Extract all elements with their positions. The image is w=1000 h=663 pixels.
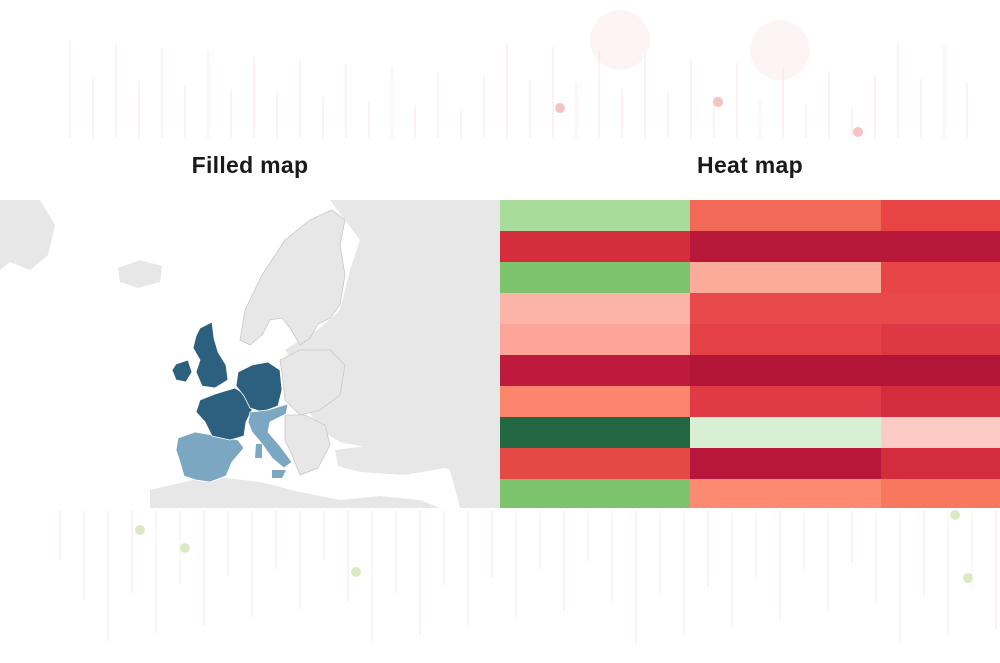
heat-map-cell	[690, 355, 881, 386]
heat-map-row	[500, 386, 1000, 417]
heat-map-cell	[500, 200, 690, 231]
heat-map-cell	[881, 479, 1000, 508]
land-turkey	[335, 442, 445, 475]
heat-map-cell	[500, 324, 690, 355]
decorative-dot	[950, 510, 960, 520]
decorative-dot	[555, 103, 565, 113]
heat-map-cell	[881, 200, 1000, 231]
heat-map-cell	[500, 231, 690, 262]
heat-map-cell	[881, 262, 1000, 293]
decorative-dot	[750, 20, 810, 80]
land-central-east	[279, 349, 346, 416]
country-france	[195, 387, 253, 441]
decorative-red-bubbles	[69, 10, 968, 138]
heat-map-cell	[690, 293, 881, 324]
land-scandinavia	[239, 209, 346, 346]
heat-map-row	[500, 262, 1000, 293]
heat-map-row	[500, 448, 1000, 479]
heat-map-cell	[881, 231, 1000, 262]
decorative-dot	[963, 573, 973, 583]
heat-map-cell	[881, 324, 1000, 355]
country-italy-alps	[247, 403, 293, 469]
heat-map-row	[500, 479, 1000, 508]
country-united-kingdom	[192, 321, 229, 389]
heat-map-row	[500, 293, 1000, 324]
heat-map-cell	[500, 386, 690, 417]
heat-map-cell	[500, 479, 690, 508]
land-balkans	[284, 414, 331, 476]
island-sicily	[272, 470, 286, 478]
heat-map-cell	[690, 200, 881, 231]
filled-map-panel	[0, 200, 500, 508]
heat-map-cell	[500, 448, 690, 479]
heat-map-cell	[690, 386, 881, 417]
heat-map-cell	[690, 262, 881, 293]
heat-map-cell	[881, 293, 1000, 324]
heat-map-cell	[500, 262, 690, 293]
heat-map-cell	[690, 231, 881, 262]
decorative-green-lines	[59, 510, 997, 645]
europe-map	[0, 200, 500, 508]
filled-map-title: Filled map	[191, 152, 309, 178]
heat-map-row	[500, 200, 1000, 231]
heat-map-row	[500, 417, 1000, 448]
heat-map-row	[500, 324, 1000, 355]
heat-map-title: Heat map	[697, 152, 803, 178]
land-north-africa	[150, 476, 440, 508]
heat-map-row	[500, 231, 1000, 262]
heat-map-cell	[690, 448, 881, 479]
heat-map-cell	[881, 448, 1000, 479]
heat-map-cell	[881, 417, 1000, 448]
decorative-dot	[853, 127, 863, 137]
decorative-dot	[590, 10, 650, 70]
decorative-dot	[351, 567, 361, 577]
heat-map-cell	[881, 386, 1000, 417]
decorative-dot	[180, 543, 190, 553]
decorative-dot	[713, 97, 723, 107]
country-ireland	[171, 359, 193, 383]
heat-map-cell	[690, 479, 881, 508]
heat-map-cell	[500, 417, 690, 448]
heat-map-cell	[690, 324, 881, 355]
heat-map-cell	[500, 293, 690, 324]
land-east	[285, 200, 500, 508]
heat-map-cell	[500, 355, 690, 386]
heat-map-panel	[500, 200, 1000, 508]
land-iceland	[118, 260, 162, 288]
decorative-dot	[135, 525, 145, 535]
country-germany	[235, 361, 283, 413]
island-sardinia	[255, 444, 262, 458]
heat-map-row	[500, 355, 1000, 386]
land-west	[0, 200, 55, 270]
heat-map-cell	[690, 417, 881, 448]
heat-map-cell	[881, 355, 1000, 386]
